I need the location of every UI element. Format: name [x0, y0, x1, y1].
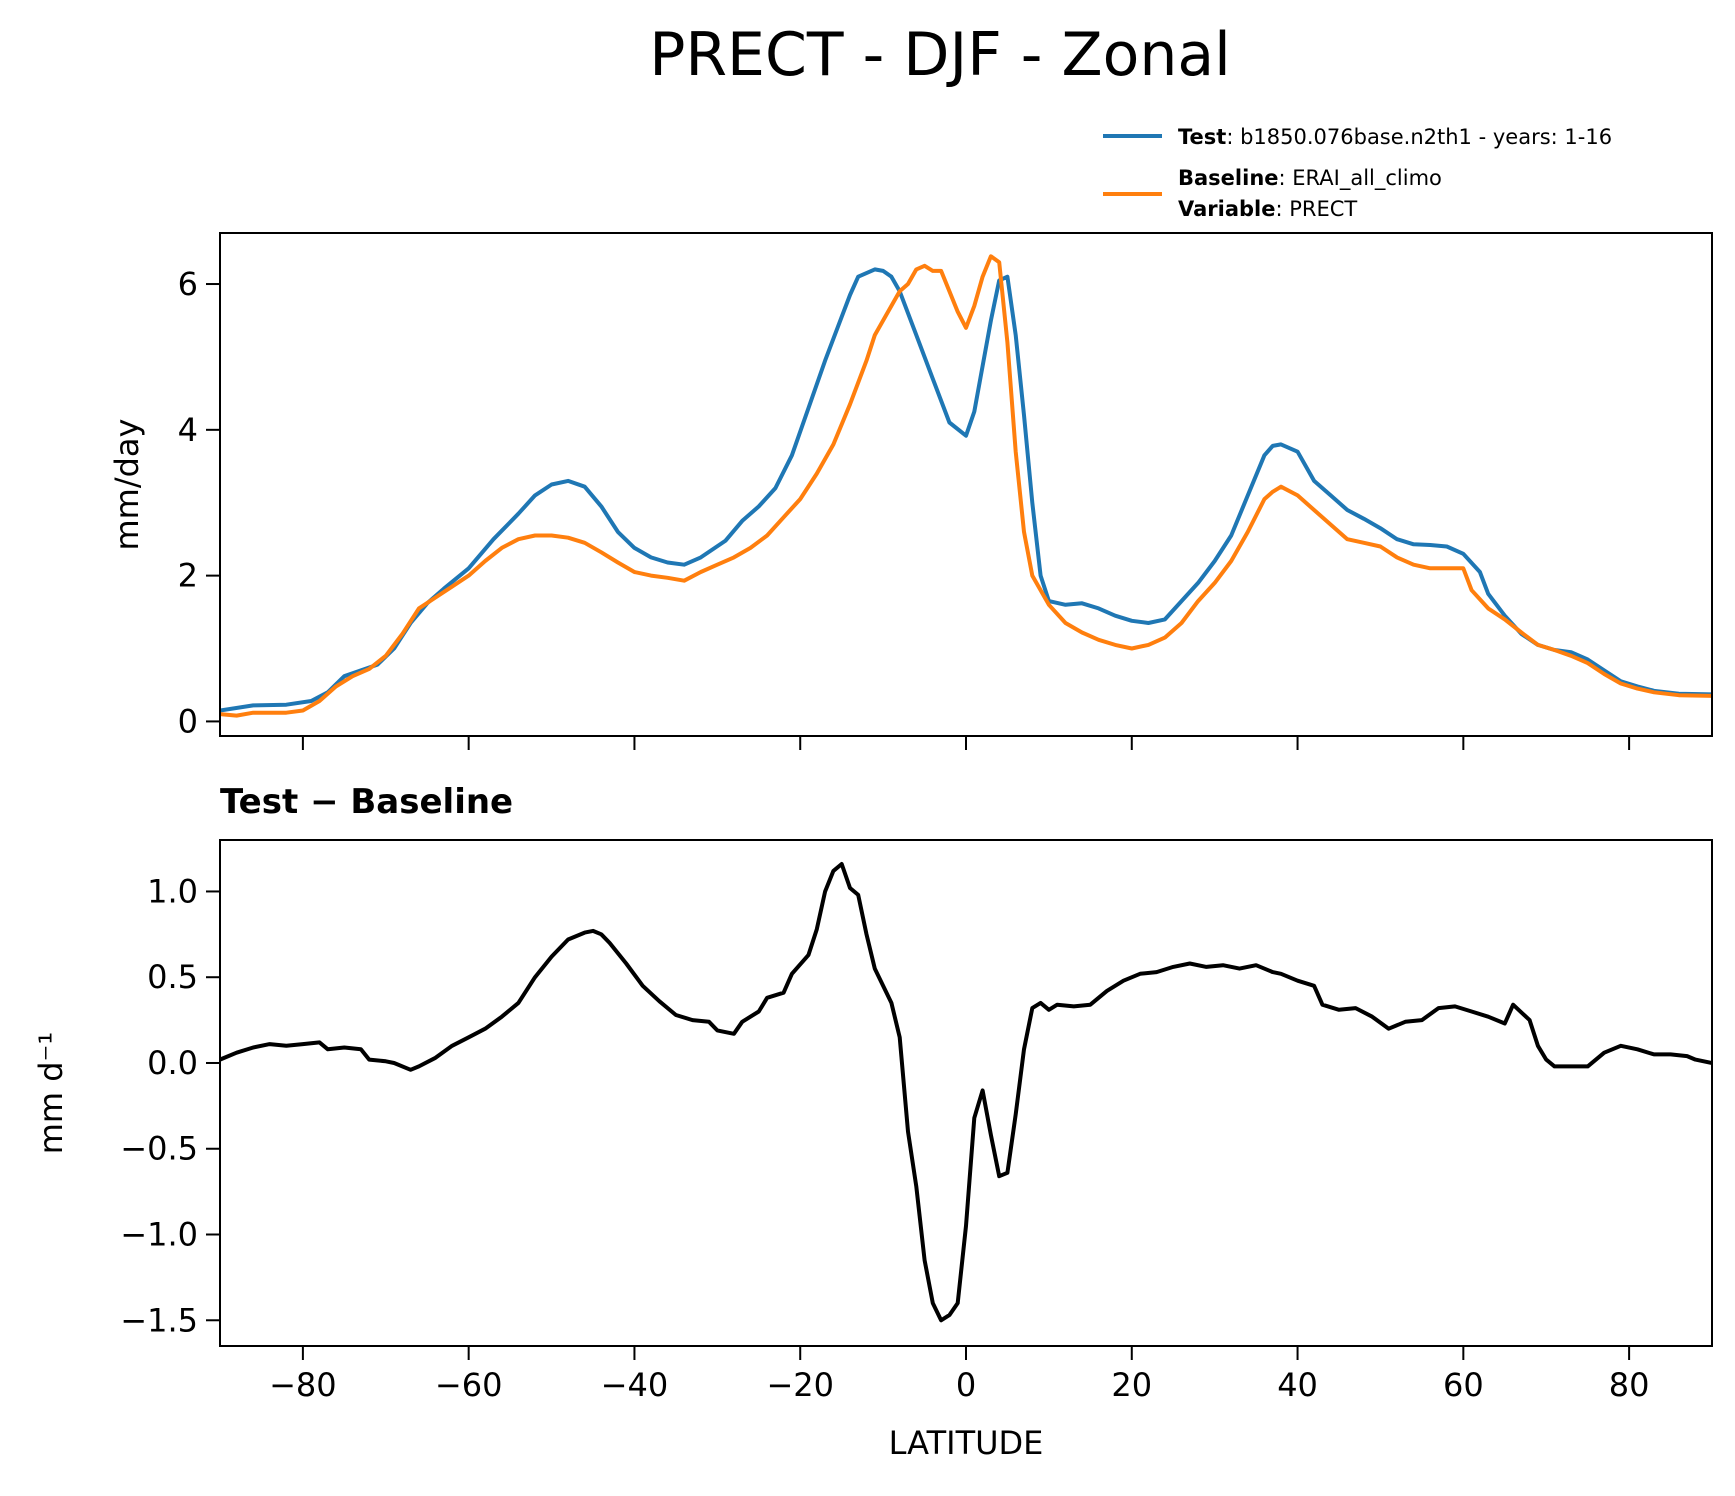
bottom-x-tick-label: 20 [1111, 1366, 1152, 1404]
bottom-y-tick-label: 0.5 [147, 958, 198, 996]
top-plot: 0 2 4 6 mm/day [108, 232, 1713, 750]
legend-variable-key: Variable [1178, 197, 1275, 221]
bottom-x-tick-label: 40 [1277, 1366, 1318, 1404]
legend-baseline-text: Baseline: ERAI_all_climo [1178, 166, 1442, 191]
legend-variable-text: Variable: PRECT [1178, 197, 1357, 221]
bottom-x-tick-label: 80 [1609, 1366, 1650, 1404]
bottom-y-axis-label: mm d⁻¹ [32, 1032, 70, 1155]
baseline-series-line [220, 254, 1712, 718]
bottom-y-tick-label: 0.0 [147, 1044, 198, 1082]
top-y-tick-label: 2 [178, 557, 198, 595]
bottom-x-tick-label: 0 [956, 1366, 976, 1404]
bottom-difference-series-line [220, 862, 1712, 1323]
bottom-plot-title: Test − Baseline [220, 782, 513, 822]
bottom-y-tick-label: −1.5 [120, 1301, 198, 1339]
bottom-x-tick-label: 60 [1443, 1366, 1484, 1404]
legend-test-key: Test [1178, 125, 1226, 149]
legend-variable-value: : PRECT [1275, 197, 1357, 221]
bottom-y-tick-label: −1.0 [120, 1216, 198, 1254]
bottom-x-axis-label: LATITUDE [889, 1424, 1044, 1462]
top-y-tick-label: 4 [178, 411, 198, 449]
legend-test-text: Test: b1850.076base.n2th1 - years: 1-16 [1178, 125, 1612, 149]
bottom-plot: −80 −60 −40 −20 0 20 40 60 80 1.0 0.5 0.0 −0.5 −1.0 −1… [32, 839, 1713, 1462]
legend-test-value: : b1850.076base.n2th1 - years: 1-16 [1226, 125, 1612, 149]
top-y-axis-label: mm/day [108, 419, 146, 551]
legend: Test: b1850.076base.n2th1 - years: 1-16 … [1103, 125, 1612, 221]
legend-baseline-key: Baseline [1178, 166, 1279, 190]
figure-title: PRECT - DJF - Zonal [649, 20, 1231, 90]
legend-baseline-value: : ERAI_all_climo [1279, 166, 1442, 191]
bottom-y-tick-label: −0.5 [120, 1130, 198, 1168]
bottom-x-tick-label: −60 [435, 1366, 503, 1404]
top-y-tick-label: 0 [178, 702, 198, 740]
bottom-x-tick-label: −80 [269, 1366, 337, 1404]
bottom-x-tick-label: −40 [601, 1366, 669, 1404]
bottom-x-tick-label: −20 [766, 1366, 834, 1404]
bottom-y-tick-label: 1.0 [147, 872, 198, 910]
top-y-tick-label: 6 [178, 265, 198, 303]
